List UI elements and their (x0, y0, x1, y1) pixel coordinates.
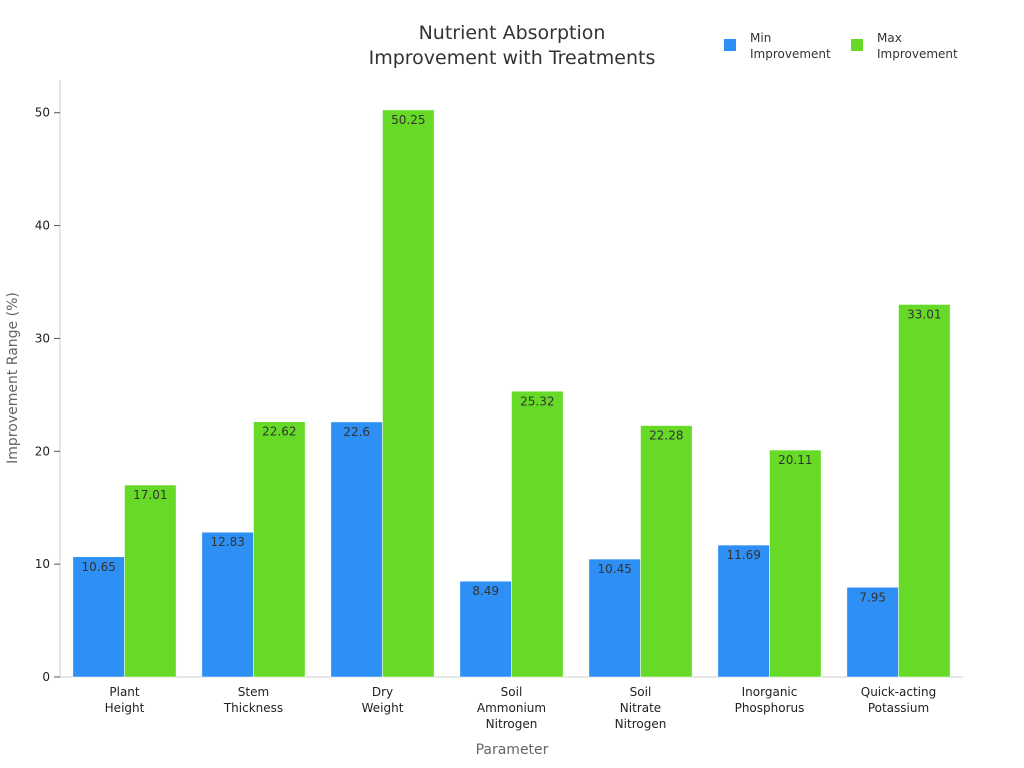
data-label: 7.95 (859, 590, 886, 604)
data-label: 11.69 (727, 548, 761, 562)
data-label: 8.49 (472, 584, 499, 598)
bar (640, 425, 693, 678)
x-axis-title: Parameter (475, 742, 549, 758)
data-label: 10.65 (82, 560, 116, 574)
bar (846, 587, 899, 678)
data-label: 10.45 (598, 562, 632, 576)
bar (717, 544, 770, 678)
x-tick-label: Quick-acting Potassium (860, 685, 937, 715)
x-tick-label: Soil Ammonium Nitrogen (476, 685, 547, 731)
data-label: 25.32 (520, 394, 554, 408)
bar (769, 449, 822, 678)
bar (201, 531, 254, 678)
y-axis-title: Improvement Range (%) (5, 292, 21, 464)
data-label: 20.11 (778, 453, 812, 467)
bar (898, 304, 951, 678)
x-tick-label: Dry Weight (361, 685, 404, 715)
data-label: 33.01 (907, 307, 941, 321)
y-tick-label: 0 (42, 670, 50, 684)
chart-title: Nutrient Absorption Improvement with Tre… (368, 22, 656, 69)
data-label: 12.83 (211, 535, 245, 549)
bar (124, 484, 177, 678)
x-tick-label: Inorganic Phosphorus (734, 685, 805, 715)
data-label: 22.62 (262, 425, 296, 439)
data-label: 22.6 (343, 425, 370, 439)
bar (588, 558, 641, 678)
bar (382, 109, 435, 678)
x-tick-label: Stem Thickness (223, 685, 284, 715)
y-tick-label: 30 (35, 331, 50, 345)
bar (253, 421, 306, 678)
bar (511, 391, 564, 678)
y-tick-label: 10 (35, 557, 50, 571)
x-tick-label: Soil Nitrate Nitrogen (614, 685, 667, 731)
data-label: 17.01 (133, 488, 167, 502)
bar (72, 556, 125, 678)
legend-swatch (724, 39, 736, 51)
data-label: 22.28 (649, 429, 683, 443)
bar (459, 580, 512, 678)
legend-swatch (851, 39, 863, 51)
x-tick-label: Plant Height (104, 685, 145, 715)
bar (330, 421, 383, 678)
y-tick-label: 40 (35, 219, 50, 233)
legend-label: Min Improvement (750, 31, 831, 61)
y-tick-label: 50 (35, 106, 50, 120)
data-label: 50.25 (391, 113, 425, 127)
legend-label: Max Improvement (877, 31, 958, 61)
y-tick-label: 20 (35, 444, 50, 458)
